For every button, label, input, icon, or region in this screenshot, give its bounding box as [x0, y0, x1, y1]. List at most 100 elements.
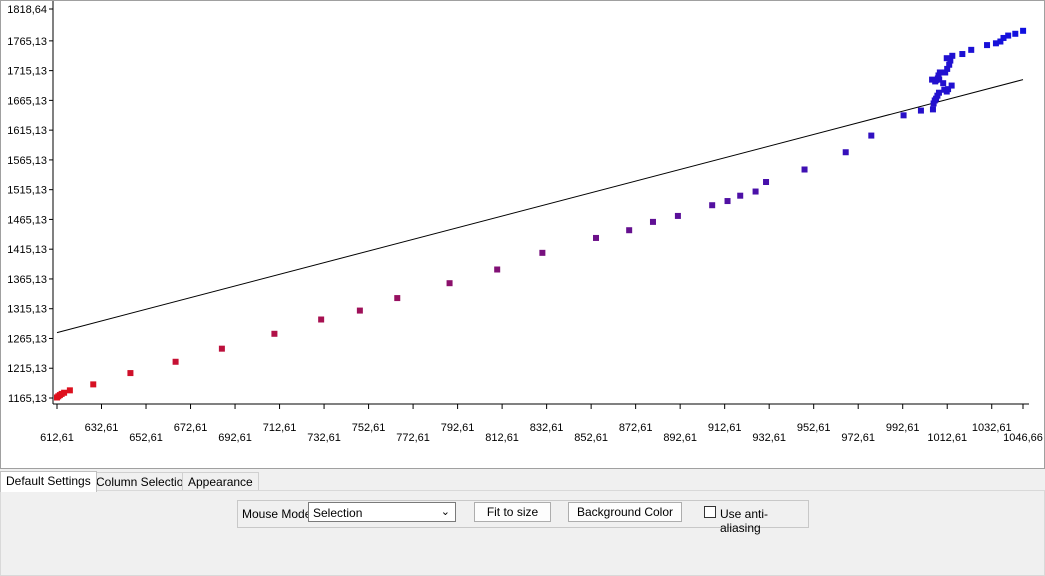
data-point[interactable] [90, 381, 97, 388]
data-point[interactable] [932, 77, 939, 84]
data-point[interactable] [868, 132, 875, 139]
y-tick-label: 1715,13 [7, 66, 47, 78]
data-point[interactable] [709, 202, 716, 209]
data-point[interactable] [394, 295, 401, 302]
y-tick-label: 1615,13 [7, 125, 47, 137]
y-tick-label: 1465,13 [7, 214, 47, 226]
data-point[interactable] [593, 234, 600, 241]
data-point[interactable] [1005, 32, 1012, 39]
data-point[interactable] [724, 198, 731, 205]
x-tick-label: 712,61 [263, 422, 297, 434]
data-point[interactable] [946, 61, 953, 68]
y-tick-label: 1165,13 [8, 393, 47, 405]
data-point[interactable] [842, 149, 849, 156]
data-point[interactable] [929, 106, 936, 113]
x-tick-label: 972,61 [841, 432, 875, 444]
x-tick-label: 1012,61 [927, 432, 967, 444]
data-point[interactable] [446, 280, 453, 287]
data-point[interactable] [900, 112, 907, 119]
tab-appearance[interactable]: Appearance [182, 472, 259, 491]
data-point[interactable] [935, 89, 942, 96]
data-point[interactable] [61, 389, 68, 396]
x-tick-label: 952,61 [797, 422, 831, 434]
y-tick-label: 1515,13 [7, 185, 47, 197]
y-tick-label: 1215,13 [7, 363, 47, 375]
background-color-button[interactable]: Background Color [568, 502, 682, 522]
data-point[interactable] [940, 80, 947, 87]
reference-line [56, 79, 1024, 334]
x-tick-label: 1032,61 [972, 422, 1012, 434]
data-point[interactable] [649, 218, 656, 225]
data-point[interactable] [172, 358, 179, 365]
data-point[interactable] [737, 192, 744, 199]
data-point[interactable] [1020, 27, 1027, 34]
y-tick-label: 1415,13 [7, 244, 47, 256]
mouse-mode-label: Mouse Mode [242, 507, 312, 521]
x-tick-label: 732,61 [307, 432, 341, 444]
data-point[interactable] [997, 38, 1004, 45]
data-point[interactable] [674, 212, 681, 219]
y-tick-label: 1665,13 [7, 95, 47, 107]
y-tick-label: 1818,64 [7, 4, 47, 16]
x-tick-label: 892,61 [663, 432, 697, 444]
data-point[interactable] [947, 57, 954, 64]
y-tick-label: 1765,13 [7, 36, 47, 48]
data-point[interactable] [752, 188, 759, 195]
data-point[interactable] [127, 370, 134, 377]
settings-tabs: Default Settings Column Selection Appear… [0, 471, 1045, 492]
x-tick-label: 812,61 [485, 432, 519, 444]
data-point[interactable] [1000, 34, 1007, 41]
data-point[interactable] [948, 82, 955, 89]
data-point[interactable] [945, 86, 952, 93]
tab-default-settings[interactable]: Default Settings [0, 471, 97, 492]
mouse-mode-value: Selection [313, 506, 363, 520]
data-point[interactable] [944, 65, 951, 72]
data-point[interactable] [539, 249, 546, 256]
data-point[interactable] [271, 330, 278, 337]
x-tick-label: 992,61 [886, 422, 920, 434]
settings-toolbar: Mouse Mode Selection ⌄ Fit to size Backg… [237, 500, 809, 535]
data-point[interactable] [356, 307, 363, 314]
data-point[interactable] [801, 166, 808, 173]
data-point[interactable] [943, 55, 950, 62]
x-tick-label: 672,61 [174, 422, 208, 434]
x-tick-label: 852,61 [574, 432, 608, 444]
x-tick-label: 652,61 [129, 432, 163, 444]
tab-content-panel: Mouse Mode Selection ⌄ Fit to size Backg… [0, 490, 1045, 576]
x-tick-label: 912,61 [708, 422, 742, 434]
x-tick-label: 772,61 [396, 432, 430, 444]
data-point[interactable] [626, 227, 633, 234]
y-tick-label: 1365,13 [7, 274, 47, 286]
data-point[interactable] [992, 40, 999, 47]
y-tick-label: 1315,13 [7, 304, 47, 316]
y-tick-label: 1565,13 [7, 155, 47, 167]
scatter-chart[interactable]: 1165,13 1215,13 1265,13 1315,13 1365,13 1415,… [1, 1, 1044, 468]
tab-column-selection[interactable]: Column Selection [90, 472, 197, 491]
x-tick-label: 632,61 [85, 422, 119, 434]
data-point[interactable] [318, 316, 325, 323]
data-point[interactable] [494, 266, 501, 273]
x-tick-label: 752,61 [352, 422, 386, 434]
data-point[interactable] [763, 179, 770, 186]
data-point[interactable] [917, 107, 924, 114]
data-point[interactable] [949, 52, 956, 59]
data-point[interactable] [984, 42, 991, 49]
plot-panel[interactable]: 1165,13 1215,13 1265,13 1315,13 1365,13 1415,… [0, 0, 1045, 469]
mouse-mode-select[interactable]: Selection ⌄ [308, 502, 456, 522]
chevron-down-icon: ⌄ [440, 506, 450, 518]
data-point[interactable] [942, 69, 949, 76]
data-point[interactable] [959, 51, 966, 58]
x-tick-label: 872,61 [619, 422, 653, 434]
data-point[interactable] [929, 76, 936, 83]
x-tick-label: 832,61 [530, 422, 564, 434]
antialias-label: Use anti-aliasing [720, 507, 769, 535]
fit-to-size-button[interactable]: Fit to size [474, 502, 551, 522]
data-point[interactable] [1012, 30, 1019, 37]
x-tick-label: 932,61 [752, 432, 786, 444]
data-point[interactable] [218, 345, 225, 352]
data-point[interactable] [968, 46, 975, 53]
x-tick-label: 1046,66 [1003, 432, 1043, 444]
data-point[interactable] [936, 69, 943, 76]
antialias-checkbox[interactable] [704, 506, 716, 518]
data-point[interactable] [66, 387, 73, 394]
